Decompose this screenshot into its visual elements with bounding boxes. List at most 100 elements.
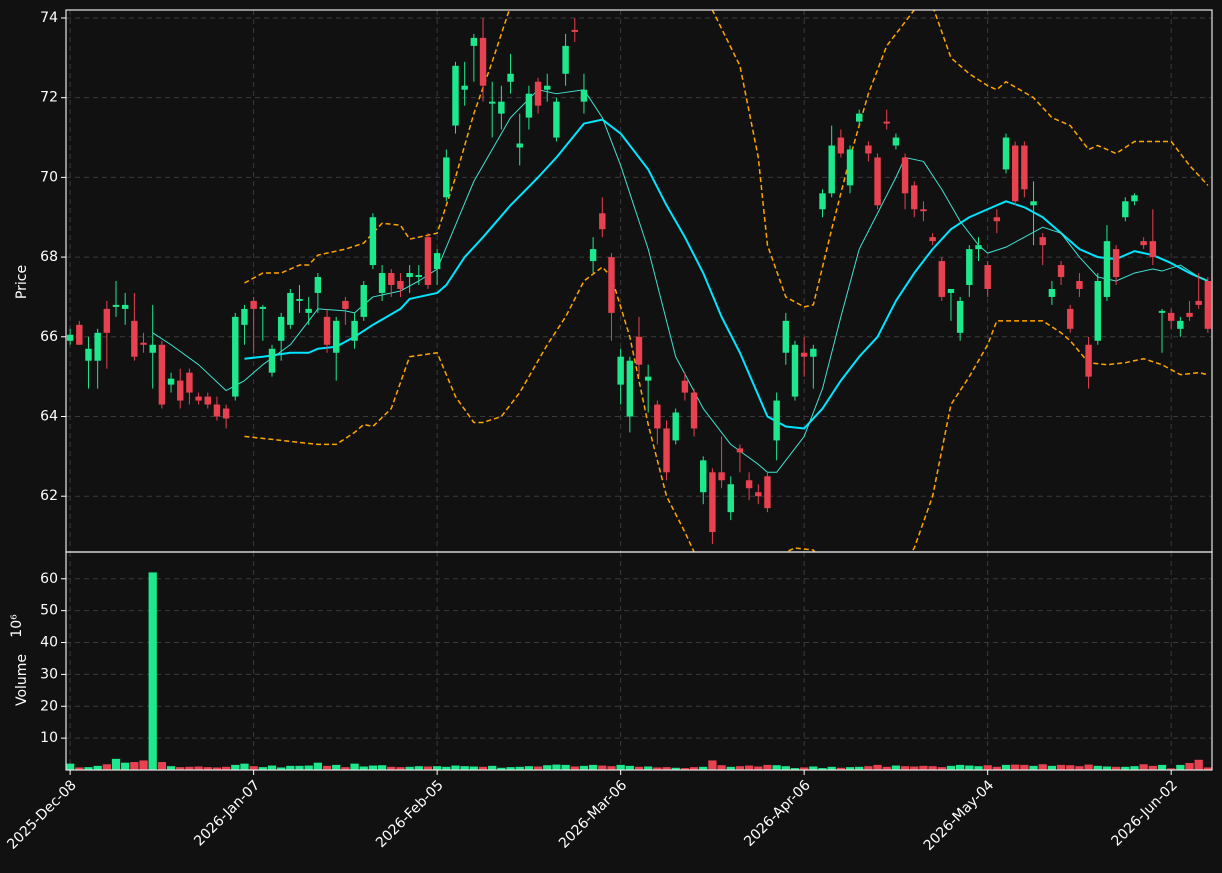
- volume-bar: [313, 762, 322, 770]
- volume-bar: [322, 765, 332, 770]
- volume-bar: [524, 766, 534, 770]
- volume-bar: [111, 758, 121, 770]
- candle-body: [800, 352, 808, 357]
- volume-bar: [295, 765, 304, 770]
- volume-bar: [277, 767, 286, 770]
- candle-body: [177, 380, 184, 401]
- candle-body: [663, 428, 670, 473]
- candle-body: [855, 113, 863, 122]
- candle-body: [681, 380, 689, 393]
- candle-body: [1167, 312, 1175, 321]
- volume-bar: [1194, 759, 1203, 770]
- overlay-line: [244, 118, 1209, 430]
- candle-body: [745, 480, 753, 489]
- volume-bar: [1020, 764, 1029, 770]
- volume-bar: [965, 765, 974, 770]
- volume-bar: [488, 765, 497, 770]
- candle-body: [562, 45, 569, 74]
- candle-body: [167, 378, 175, 385]
- volume-bar: [75, 767, 84, 770]
- candle-body: [837, 137, 845, 154]
- volume-bar: [919, 765, 928, 770]
- volume-bar: [607, 766, 616, 770]
- candle-body: [470, 37, 478, 46]
- candle-body: [277, 316, 285, 341]
- candle-body: [259, 306, 267, 309]
- volume-bar: [515, 766, 524, 770]
- candle-body: [846, 149, 854, 186]
- volume-axis-scale: 10⁶: [9, 614, 25, 638]
- volume-bar: [359, 766, 368, 770]
- volume-bar: [414, 766, 423, 770]
- candle-body: [443, 157, 450, 198]
- volume-bar: [744, 765, 754, 770]
- candle-body: [369, 217, 377, 266]
- candle-body: [773, 400, 780, 441]
- y-tick-label: 10: [40, 730, 58, 746]
- volume-bar: [956, 764, 965, 770]
- volume-bar: [900, 766, 910, 770]
- volume-bar: [350, 763, 359, 770]
- volume-bar: [1203, 767, 1212, 770]
- candle-body: [498, 101, 505, 114]
- candle-body: [947, 288, 955, 293]
- candle-body: [397, 281, 404, 289]
- y-tick-label: 64: [40, 409, 58, 425]
- candle-body: [1021, 145, 1028, 190]
- y-tick-label: 70: [40, 169, 58, 185]
- volume-bar: [148, 572, 157, 770]
- volume-bar: [66, 763, 75, 770]
- volume-bar: [396, 767, 405, 770]
- volume-bar: [130, 762, 139, 770]
- candle-body: [314, 277, 322, 293]
- candle-body: [241, 308, 248, 325]
- volume-bar: [497, 767, 506, 770]
- volume-bar: [1185, 762, 1194, 770]
- candle-body: [1186, 312, 1193, 317]
- price-axis-label: Price: [14, 265, 30, 299]
- candle-body: [892, 137, 900, 146]
- volume-bar: [506, 767, 515, 770]
- overlay-line: [244, 10, 1209, 308]
- candle-body: [993, 217, 1001, 222]
- volume-bar: [855, 766, 864, 770]
- volume-bar: [891, 765, 901, 770]
- volume-bar: [1139, 764, 1148, 770]
- volume-bar: [121, 762, 130, 770]
- volume-bar: [543, 765, 552, 770]
- volume-bar: [754, 766, 763, 770]
- candle-body: [911, 185, 918, 210]
- candle-body: [323, 316, 331, 345]
- volume-bar: [1066, 765, 1075, 770]
- volume-bar: [699, 766, 708, 770]
- volume-bar: [157, 762, 167, 770]
- candle-body: [736, 448, 744, 453]
- candle-body: [782, 320, 790, 353]
- candle-body: [975, 245, 982, 250]
- candle-body: [635, 336, 643, 365]
- volume-frame: [65, 551, 1213, 771]
- candle-body: [755, 492, 762, 497]
- candle-body: [956, 300, 964, 333]
- candle-body: [1140, 241, 1147, 246]
- candle-body: [810, 348, 817, 357]
- volume-bar: [533, 766, 543, 770]
- volume-bar: [717, 765, 726, 770]
- volume-bar: [1084, 764, 1093, 770]
- candle-body: [94, 332, 101, 361]
- candle-body: [1011, 145, 1019, 202]
- volume-bar: [1093, 765, 1102, 770]
- volume-bar: [763, 764, 772, 770]
- candle-body: [874, 157, 881, 206]
- volume-bar: [873, 764, 882, 770]
- candle-body: [819, 193, 826, 210]
- volume-bar: [1148, 765, 1157, 770]
- candle-body: [360, 284, 367, 317]
- candle-body: [378, 273, 386, 293]
- candle-body: [690, 392, 698, 429]
- volume-bar: [680, 768, 690, 770]
- candle-body: [1067, 308, 1074, 329]
- y-tick-label: 60: [40, 571, 58, 587]
- volume-bar: [139, 760, 148, 770]
